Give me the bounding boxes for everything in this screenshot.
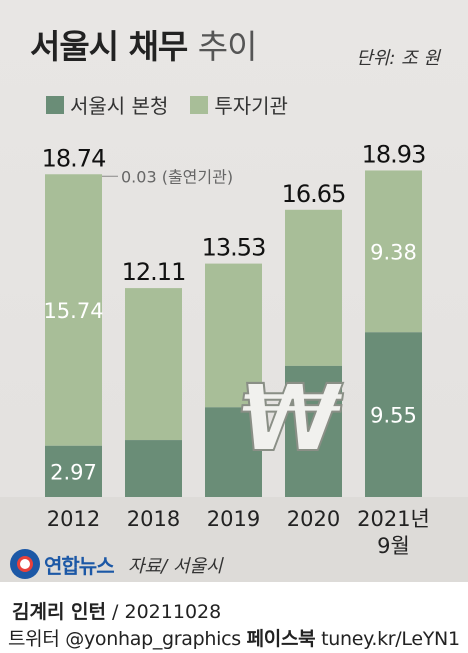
x-tick-label: 2021년 (357, 507, 430, 531)
legend-swatch-main (46, 95, 64, 114)
legend-item-invest: 투자기관 (190, 90, 288, 119)
bar-total-label: 12.11 (122, 258, 186, 286)
source-label: 자료/ 서울시 (128, 556, 223, 577)
chart-canvas: 18.74 2.97 15.74 2012 12.11 2018 13.53 2019 16.6… (0, 140, 468, 582)
segment-label-main: 9.55 (370, 404, 417, 428)
short-link: tuney.kr/LeYN1 (315, 628, 460, 650)
won-glyph: ₩ (232, 364, 349, 471)
segment-label-main: 2.97 (50, 460, 97, 484)
floor-band (0, 497, 468, 582)
bar-segment-main (205, 407, 262, 497)
legend-label-invest: 투자기관 (214, 94, 288, 118)
x-tick-label: 2019 (207, 507, 260, 531)
chart-title: 서울시 채무 추이 (30, 20, 258, 68)
bar-segment-invest (125, 288, 182, 441)
x-tick-label: 2020 (287, 507, 340, 531)
legend-item-main: 서울시 본청 (46, 90, 168, 119)
unit-label: 단위: 조 원 (356, 48, 440, 69)
logo-text: 연합뉴스 (44, 553, 115, 578)
annotation-label: 0.03 (출연기관) (121, 167, 233, 186)
bar-segment-main (45, 445, 102, 497)
bar-total-label: 18.74 (42, 144, 106, 172)
bar-total-label: 16.65 (282, 180, 346, 208)
x-tick-label: 9월 (377, 534, 410, 558)
bar-segment-main (125, 440, 182, 497)
segment-label-invest: 9.38 (370, 240, 417, 264)
bar-segment-invest (285, 209, 342, 366)
legend-label-main: 서울시 본청 (70, 94, 169, 118)
bar-segment-invest (365, 170, 422, 333)
x-tick-label: 2012 (47, 507, 100, 531)
legend-swatch-invest (190, 95, 209, 114)
yonhap-logo: 연합뉴스 (10, 549, 115, 579)
credit-line: 김계리 인턴 / 20211028 (12, 597, 221, 624)
bar-segment-invest (205, 263, 262, 408)
x-tick-label: 2018 (127, 507, 180, 531)
chart-card: 18.74 2.97 15.74 2012 12.11 2018 13.53 2019 16.6… (0, 0, 468, 582)
yonhap-logo-icon (10, 549, 40, 579)
bar-total-label: 18.93 (362, 140, 426, 168)
bar-segment-invest (45, 174, 102, 446)
social-line: 트위터 @yonhap_graphics 페이스북 tuney.kr/LeYN1 (8, 624, 460, 651)
legend: 서울시 본청 투자기관 (46, 90, 310, 119)
bar-total-label: 13.53 (202, 234, 266, 262)
bar-segment-main (285, 365, 342, 497)
segment-label-invest: 15.74 (43, 299, 103, 323)
credit-date: / 20211028 (106, 601, 222, 623)
title-light: 추이 (197, 27, 258, 66)
won-symbol-icon: ₩ (231, 363, 350, 472)
facebook-label: 페이스북 (246, 628, 316, 650)
author-name: 김계리 인턴 (12, 601, 107, 623)
bar-segment-main (365, 332, 422, 497)
twitter-handle: 트위터 @yonhap_graphics (8, 628, 247, 650)
title-bold: 서울시 채무 (30, 27, 188, 66)
